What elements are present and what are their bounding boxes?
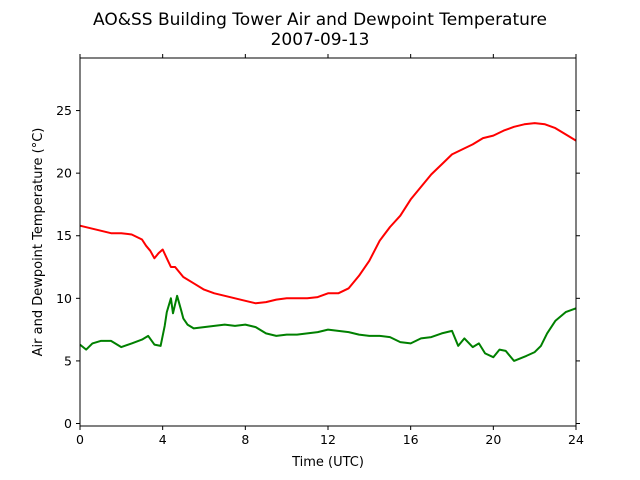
series-line-1 — [79, 122, 577, 305]
x-axis-ticks: 0 4 8 12 16 20 24 — [76, 54, 584, 447]
x-tick-label: 8 — [241, 432, 249, 447]
plot-frame — [79, 57, 577, 427]
x-tick-label: 0 — [76, 432, 84, 447]
y-tick-label: 0 — [64, 416, 72, 431]
y-tick-label: 20 — [56, 166, 72, 181]
x-tick-label: 24 — [568, 432, 584, 447]
plot-area — [79, 122, 577, 362]
chart-subtitle: 2007-09-13 — [271, 30, 370, 50]
y-tick-label: 10 — [56, 291, 72, 306]
x-axis-label: Time (UTC) — [291, 455, 364, 470]
y-tick-label: 25 — [56, 103, 72, 118]
x-tick-label: 12 — [320, 432, 336, 447]
y-tick-label: 5 — [64, 353, 72, 368]
x-tick-label: 20 — [485, 432, 501, 447]
series-line-2 — [79, 294, 577, 362]
x-tick-label: 4 — [159, 432, 167, 447]
x-tick-label: 16 — [403, 432, 419, 447]
y-axis-ticks: 0 5 10 15 20 25 — [56, 103, 580, 431]
y-axis-label: Air and Dewpoint Temperature (°C) — [31, 128, 46, 357]
y-tick-label: 15 — [56, 228, 72, 243]
chart-title: AO&SS Building Tower Air and Dewpoint Te… — [93, 10, 547, 30]
